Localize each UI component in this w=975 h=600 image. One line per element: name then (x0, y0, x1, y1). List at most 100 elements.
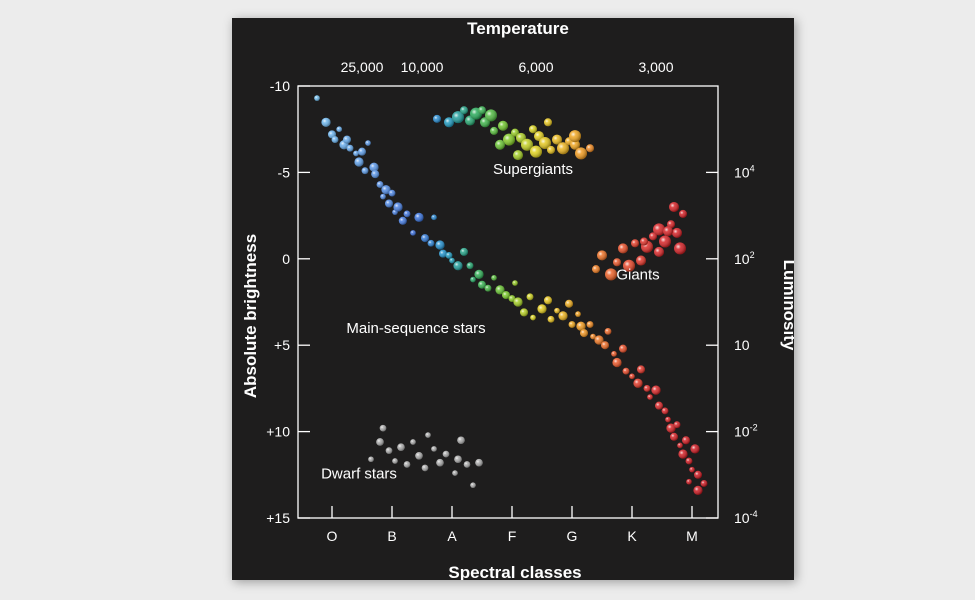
star-highlight (601, 341, 609, 350)
star-point (431, 446, 437, 452)
star-highlight (381, 185, 391, 195)
star-highlight (694, 470, 702, 479)
star-point (700, 480, 708, 487)
star-point (397, 443, 405, 451)
star-highlight (612, 357, 622, 368)
star-highlight (700, 480, 708, 487)
star-highlight (613, 258, 621, 267)
star-point (678, 449, 688, 459)
star-point (622, 367, 630, 375)
star-point (643, 385, 651, 392)
star-point (427, 239, 435, 247)
temperature-tick-label: 6,000 (518, 59, 553, 75)
star-point (368, 456, 374, 463)
star-highlight (655, 401, 663, 410)
star-point (670, 432, 678, 441)
star-highlight (393, 202, 403, 212)
star-highlight (530, 314, 536, 321)
star-highlight (478, 280, 486, 289)
star-point (466, 262, 474, 270)
star-highlight (647, 394, 653, 400)
star-point (674, 242, 686, 255)
star-point (661, 407, 669, 415)
star-highlight (682, 436, 690, 445)
star-highlight (552, 134, 562, 145)
magnitude-tick-label: +15 (266, 510, 290, 526)
spectral-class-label: O (327, 528, 338, 544)
star-point (452, 470, 458, 476)
star-point (547, 145, 555, 154)
star-highlight (314, 95, 320, 101)
star-highlight (654, 246, 664, 257)
star-point (460, 106, 468, 115)
star-highlight (466, 262, 474, 270)
star-point (410, 439, 416, 445)
star-point (592, 265, 600, 274)
star-highlight (622, 367, 630, 375)
star-highlight (495, 285, 505, 295)
star-point (485, 109, 497, 122)
star-highlight (421, 234, 429, 243)
star-highlight (637, 365, 645, 374)
star-point (618, 243, 628, 254)
star-highlight (403, 461, 411, 468)
star-highlight (651, 385, 661, 395)
star-point (321, 117, 331, 127)
star-highlight (575, 147, 587, 160)
star-point (495, 285, 505, 295)
star-highlight (575, 311, 581, 317)
star-highlight (586, 321, 594, 328)
star-point (686, 478, 692, 485)
star-point (379, 424, 387, 432)
star-point (511, 128, 519, 137)
star-highlight (460, 106, 468, 115)
star-point (623, 259, 635, 272)
star-highlight (444, 117, 454, 128)
star-highlight (539, 137, 551, 150)
star-point (570, 139, 580, 150)
star-point (410, 230, 416, 236)
star-highlight (580, 329, 588, 338)
spectral-class-label: A (447, 528, 457, 544)
star-point (393, 202, 403, 212)
star-point (354, 157, 364, 167)
star-highlight (569, 130, 581, 143)
star-point (353, 150, 359, 157)
star-highlight (530, 145, 542, 158)
star-highlight (665, 416, 671, 423)
star-highlight (511, 128, 519, 137)
star-highlight (485, 109, 497, 122)
star-highlight (669, 201, 679, 212)
star-highlight (594, 335, 604, 345)
star-point (474, 269, 484, 279)
star-highlight (431, 214, 437, 221)
star-highlight (576, 321, 586, 331)
spectral-class-label: M (686, 528, 698, 544)
spectral-class-label: B (387, 528, 396, 544)
star-highlight (547, 315, 555, 323)
star-highlight (463, 461, 471, 468)
magnitude-tick-label: 0 (282, 251, 290, 267)
magnitude-tick-label: -10 (270, 78, 290, 94)
star-highlight (565, 299, 573, 308)
star-point (565, 299, 573, 308)
star-point (557, 142, 569, 155)
star-point (452, 111, 464, 124)
spectral-class-label: K (627, 528, 637, 544)
star-highlight (605, 268, 617, 281)
hr-diagram-panel: -10 -5 0 +5 +10 +15 104 102 10 10-2 10-4 O B A F G K M 25,… (232, 18, 794, 580)
star-highlight (686, 478, 692, 485)
star-highlight (376, 438, 384, 446)
star-highlight (544, 118, 552, 127)
star-highlight (502, 291, 510, 300)
star-highlight (439, 249, 447, 258)
star-point (685, 457, 693, 465)
star-point (331, 136, 339, 143)
temperature-tick-label: 25,000 (341, 59, 384, 75)
temperature-tick-label: 3,000 (638, 59, 673, 75)
star-point (633, 378, 643, 388)
star-point (653, 223, 665, 236)
star-point (513, 150, 523, 161)
star-highlight (457, 436, 465, 445)
